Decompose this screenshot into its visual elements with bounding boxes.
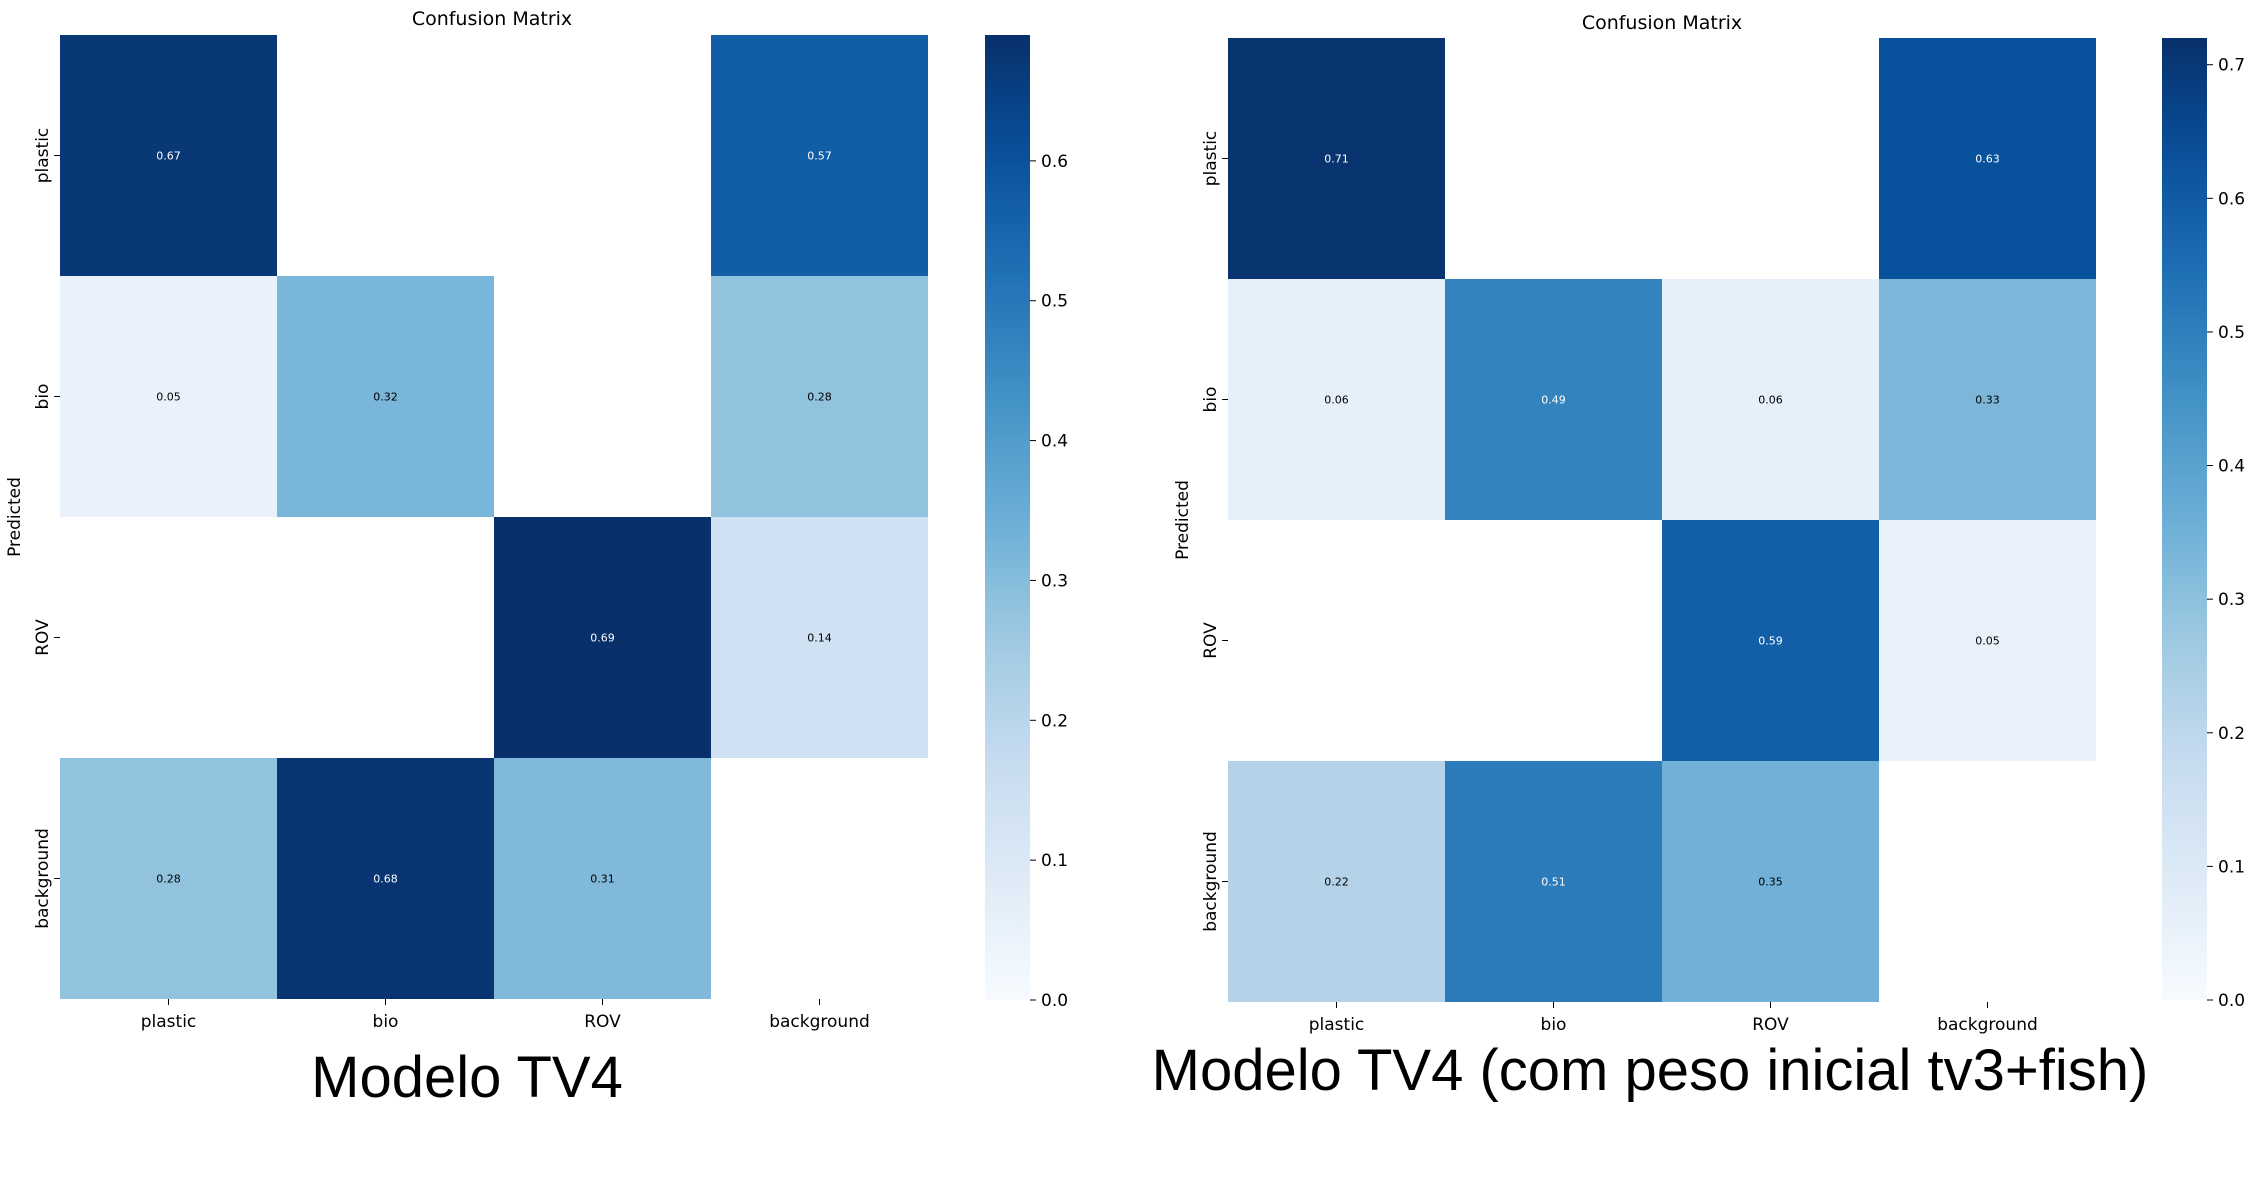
confusion-matrix-2: Confusion Matrix 0.71 0.63 0.06 0.49 0.06 0.33… bbox=[1152, 12, 2245, 1103]
colorbar-tick-label: 0.1 bbox=[1041, 851, 1068, 871]
x-tick-label: plastic bbox=[1309, 1015, 1365, 1035]
colorbar-tick-label: 0.3 bbox=[2218, 590, 2245, 610]
colorbar bbox=[985, 35, 1030, 1000]
heatmap-cell bbox=[1445, 38, 1662, 279]
heatmap-cell bbox=[60, 758, 277, 999]
heatmap-cell bbox=[1445, 761, 1662, 1002]
chart-title: Confusion Matrix bbox=[1582, 12, 1742, 34]
figure-caption: Modelo TV4 bbox=[311, 1045, 623, 1110]
heatmap-cell bbox=[1228, 38, 1445, 279]
heatmap-cell bbox=[711, 276, 928, 517]
heatmap-cell bbox=[494, 758, 711, 999]
colorbar-tick-label: 0.2 bbox=[2218, 724, 2245, 744]
heatmap-cell bbox=[494, 276, 711, 517]
colorbar-tick-label: 0.6 bbox=[1041, 152, 1068, 172]
cell-value-label: 0.69 bbox=[590, 632, 615, 645]
heatmap-cell bbox=[1879, 520, 2096, 761]
x-tick-label: bio bbox=[1541, 1015, 1567, 1035]
cell-value-label: 0.05 bbox=[1975, 635, 2000, 648]
confusion-matrix-1: Confusion Matrix 0.67 0.57 0.05 0.32 0.28 0.69… bbox=[5, 8, 1068, 1110]
x-tick-label: background bbox=[1937, 1015, 2038, 1035]
y-tick-label: plastic bbox=[33, 128, 53, 184]
cell-value-label: 0.35 bbox=[1758, 876, 1783, 889]
cell-value-label: 0.49 bbox=[1541, 394, 1566, 407]
cell-value-label: 0.59 bbox=[1758, 635, 1783, 648]
cell-value-label: 0.06 bbox=[1324, 394, 1349, 407]
heatmap-cell bbox=[1228, 279, 1445, 520]
heatmap-cell bbox=[60, 276, 277, 517]
heatmap-cell bbox=[277, 276, 494, 517]
colorbar-tick-label: 0.3 bbox=[1041, 571, 1068, 591]
heatmap-cell bbox=[711, 758, 928, 999]
x-tick-label: bio bbox=[373, 1012, 399, 1032]
colorbar-tick-label: 0.5 bbox=[2218, 323, 2245, 343]
cell-value-label: 0.51 bbox=[1541, 876, 1566, 889]
cell-value-label: 0.22 bbox=[1324, 876, 1349, 889]
cell-value-label: 0.33 bbox=[1975, 394, 2000, 407]
chart-title: Confusion Matrix bbox=[412, 8, 572, 30]
heatmap-cell bbox=[711, 35, 928, 276]
heatmap-cell bbox=[1228, 520, 1445, 761]
heatmap-cell bbox=[1879, 761, 2096, 1002]
y-tick-label: bio bbox=[33, 384, 53, 410]
x-tick-label: ROV bbox=[584, 1012, 621, 1032]
y-tick-label: background bbox=[33, 828, 53, 929]
heatmap-cell bbox=[60, 517, 277, 758]
heatmap-cell bbox=[1662, 761, 1879, 1002]
colorbar-tick-label: 0.1 bbox=[2218, 857, 2245, 877]
cell-value-label: 0.28 bbox=[156, 873, 181, 886]
y-tick-label: ROV bbox=[33, 619, 53, 656]
heatmap-cell bbox=[1879, 38, 2096, 279]
y-tick-label: bio bbox=[1201, 387, 1221, 413]
cell-value-label: 0.05 bbox=[156, 391, 181, 404]
heatmap-cell bbox=[711, 517, 928, 758]
colorbar-tick-label: 0.4 bbox=[1041, 432, 1068, 452]
heatmap-cell bbox=[1879, 279, 2096, 520]
colorbar-tick-label: 0.7 bbox=[2218, 56, 2245, 76]
heatmap-cell bbox=[1662, 520, 1879, 761]
heatmap-cell bbox=[277, 758, 494, 999]
heatmap-cell bbox=[1228, 761, 1445, 1002]
y-axis-label: Predicted bbox=[5, 477, 25, 557]
heatmap-cell bbox=[494, 517, 711, 758]
heatmap-cell bbox=[1662, 279, 1879, 520]
heatmap-cell bbox=[60, 35, 277, 276]
heatmap-cell bbox=[1445, 520, 1662, 761]
cell-value-label: 0.28 bbox=[807, 391, 832, 404]
y-tick-label: ROV bbox=[1201, 622, 1221, 659]
cell-value-label: 0.57 bbox=[807, 150, 832, 163]
colorbar-tick-label: 0.6 bbox=[2218, 189, 2245, 209]
cell-value-label: 0.31 bbox=[590, 873, 615, 886]
heatmap-cell bbox=[494, 35, 711, 276]
cell-value-label: 0.06 bbox=[1758, 394, 1783, 407]
colorbar-tick-label: 0.2 bbox=[1041, 711, 1068, 731]
colorbar-tick-label: 0.5 bbox=[1041, 292, 1068, 312]
figure-caption: Modelo TV4 (com peso inicial tv3+fish) bbox=[1152, 1038, 2149, 1103]
heatmap-cell bbox=[1662, 38, 1879, 279]
cell-value-label: 0.63 bbox=[1975, 153, 2000, 166]
cell-value-label: 0.71 bbox=[1324, 153, 1349, 166]
colorbar-tick-label: 0.0 bbox=[1041, 991, 1068, 1011]
x-tick-label: background bbox=[769, 1012, 870, 1032]
x-tick-label: ROV bbox=[1752, 1015, 1789, 1035]
y-tick-label: background bbox=[1201, 831, 1221, 932]
heatmap-cell bbox=[277, 35, 494, 276]
y-tick-label: plastic bbox=[1201, 131, 1221, 187]
cell-value-label: 0.68 bbox=[373, 873, 398, 886]
x-tick-label: plastic bbox=[141, 1012, 197, 1032]
y-axis-label: Predicted bbox=[1173, 480, 1193, 560]
cell-value-label: 0.32 bbox=[373, 391, 398, 404]
colorbar-tick-label: 0.4 bbox=[2218, 457, 2245, 477]
cell-value-label: 0.14 bbox=[807, 632, 832, 645]
colorbar-tick-label: 0.0 bbox=[2218, 991, 2245, 1011]
colorbar bbox=[2162, 38, 2207, 1000]
heatmap-cell bbox=[1445, 279, 1662, 520]
heatmap-cell bbox=[277, 517, 494, 758]
cell-value-label: 0.67 bbox=[156, 150, 181, 163]
